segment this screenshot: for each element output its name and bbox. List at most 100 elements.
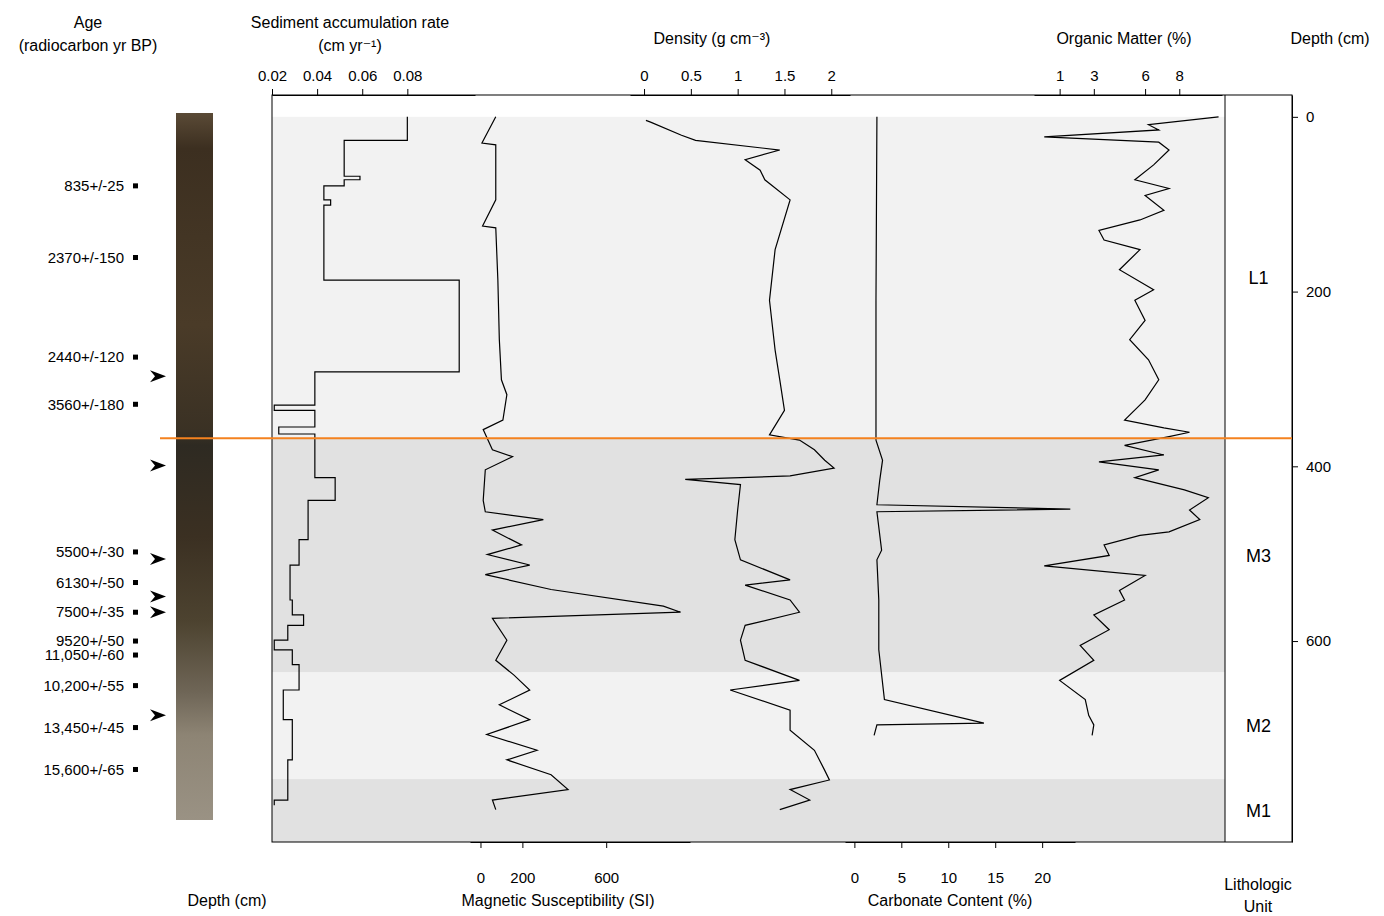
axis-line (1292, 96, 1293, 843)
panel-lines (482, 117, 681, 810)
tick-label: 0.02 (258, 67, 287, 84)
tick-label: 6 (1141, 67, 1149, 84)
age-marker (133, 355, 138, 360)
tick: 15 (987, 842, 1004, 886)
unit-bands (272, 117, 1225, 842)
chart: L1M3M2M10.020.040.060.08Sediment accumul… (0, 0, 1384, 916)
unit-label: M3 (1246, 546, 1271, 566)
age-marker (133, 580, 138, 585)
axis-title: LithologicUnit (1224, 876, 1292, 915)
unit-band (272, 779, 1225, 842)
unit-band (272, 673, 1225, 780)
tephra-arrow (150, 459, 166, 471)
tick-label: 0.08 (393, 67, 422, 84)
panel-lines (646, 120, 834, 809)
axis-line (846, 842, 1076, 843)
axis-title: Depth (cm) (1290, 30, 1369, 47)
panel-lines (274, 117, 459, 805)
tick-mark (854, 842, 855, 848)
age-label: 10,200+/-55 (44, 677, 125, 694)
tick-label: 0.5 (681, 67, 702, 84)
tick-mark (1094, 89, 1095, 95)
unit-label: M1 (1246, 801, 1271, 821)
tick-mark (1292, 292, 1298, 293)
tick-mark (272, 89, 273, 95)
tick: 0 (640, 67, 648, 95)
tick-mark (1060, 89, 1061, 95)
tick-mark (995, 842, 996, 848)
tick-label: 8 (1176, 67, 1184, 84)
axis-line (1035, 95, 1223, 96)
tick-label: 1 (734, 67, 742, 84)
tephra-arrow (150, 709, 166, 721)
tick-mark (1292, 117, 1298, 118)
age-marker (133, 767, 138, 772)
tick-label: 1.5 (775, 67, 796, 84)
x-axis: 05101520 (846, 842, 1076, 886)
axis-title: Age(radiocarbon yr BP) (19, 14, 158, 54)
tick-mark (948, 842, 949, 848)
x-axis: 1 3 6 8 (1035, 67, 1223, 96)
tick-label: 200 (1306, 283, 1331, 300)
tick-label: 600 (1306, 632, 1331, 649)
age-label: 11,050+/-60 (45, 646, 124, 663)
data-line (1044, 117, 1218, 736)
age-marker (133, 183, 138, 188)
age-label: 15,600+/-65 (44, 761, 125, 778)
axis-line (273, 95, 476, 96)
tick-label: 2 (828, 67, 836, 84)
tick-mark (1179, 89, 1180, 95)
age-marker (133, 402, 138, 407)
tick-mark (1042, 842, 1043, 848)
axis-line (631, 95, 851, 96)
tick-label: 5 (898, 869, 906, 886)
tick-mark (317, 89, 318, 95)
tephra-arrow (150, 553, 166, 565)
age-marker (133, 255, 138, 260)
tick-label: 10 (940, 869, 957, 886)
tick-mark (1145, 89, 1146, 95)
tick: 600 (594, 842, 619, 886)
axis-title: Magnetic Susceptibility (SI) (462, 892, 655, 909)
tick-label: 0 (477, 869, 485, 886)
plot-frame (272, 95, 1292, 842)
tephra-arrow (150, 606, 166, 618)
age-marker (133, 725, 138, 730)
age-label: 7500+/-35 (56, 603, 124, 620)
tick-label: 3 (1090, 67, 1098, 84)
tephra-arrow (150, 370, 166, 382)
tick: 400 (1292, 458, 1331, 475)
axis-line (471, 842, 691, 843)
core-image (176, 113, 213, 820)
tick-mark (1292, 466, 1298, 467)
tick: 200 (510, 842, 535, 886)
x-axis: 0 200 600 (471, 842, 691, 886)
age-label: 6130+/-50 (56, 574, 124, 591)
tick: 0.08 (393, 67, 422, 95)
unit-label: M2 (1246, 716, 1271, 736)
tick-mark (1292, 641, 1298, 642)
axis-title: Organic Matter (%) (1056, 30, 1191, 47)
axis-title: Sediment accumulation rate(cm yr⁻¹) (251, 14, 449, 54)
tick-label: 0 (640, 67, 648, 84)
tick: 2 (828, 67, 836, 95)
tick-label: 0 (851, 869, 859, 886)
tick: 8 (1176, 67, 1184, 95)
tick: 3 (1090, 67, 1098, 95)
tick-mark (691, 89, 692, 95)
tick: 0 (851, 842, 859, 886)
unit-divider (1225, 95, 1226, 842)
tick: 0.04 (303, 67, 332, 95)
axis-title: Carbonate Content (%) (868, 892, 1033, 909)
age-label: 2370+/-150 (48, 249, 124, 266)
age-label: 5500+/-30 (56, 543, 124, 560)
tick: 1 (734, 67, 742, 95)
data-line (274, 117, 459, 805)
tick-label: 15 (987, 869, 1004, 886)
tick: 600 (1292, 632, 1331, 649)
tick: 1 (1056, 67, 1064, 95)
y-axis: 0200400600 (1292, 96, 1331, 843)
panel-lines (874, 117, 1070, 736)
age-label: 835+/-25 (64, 177, 124, 194)
tephra-arrow (150, 590, 166, 602)
